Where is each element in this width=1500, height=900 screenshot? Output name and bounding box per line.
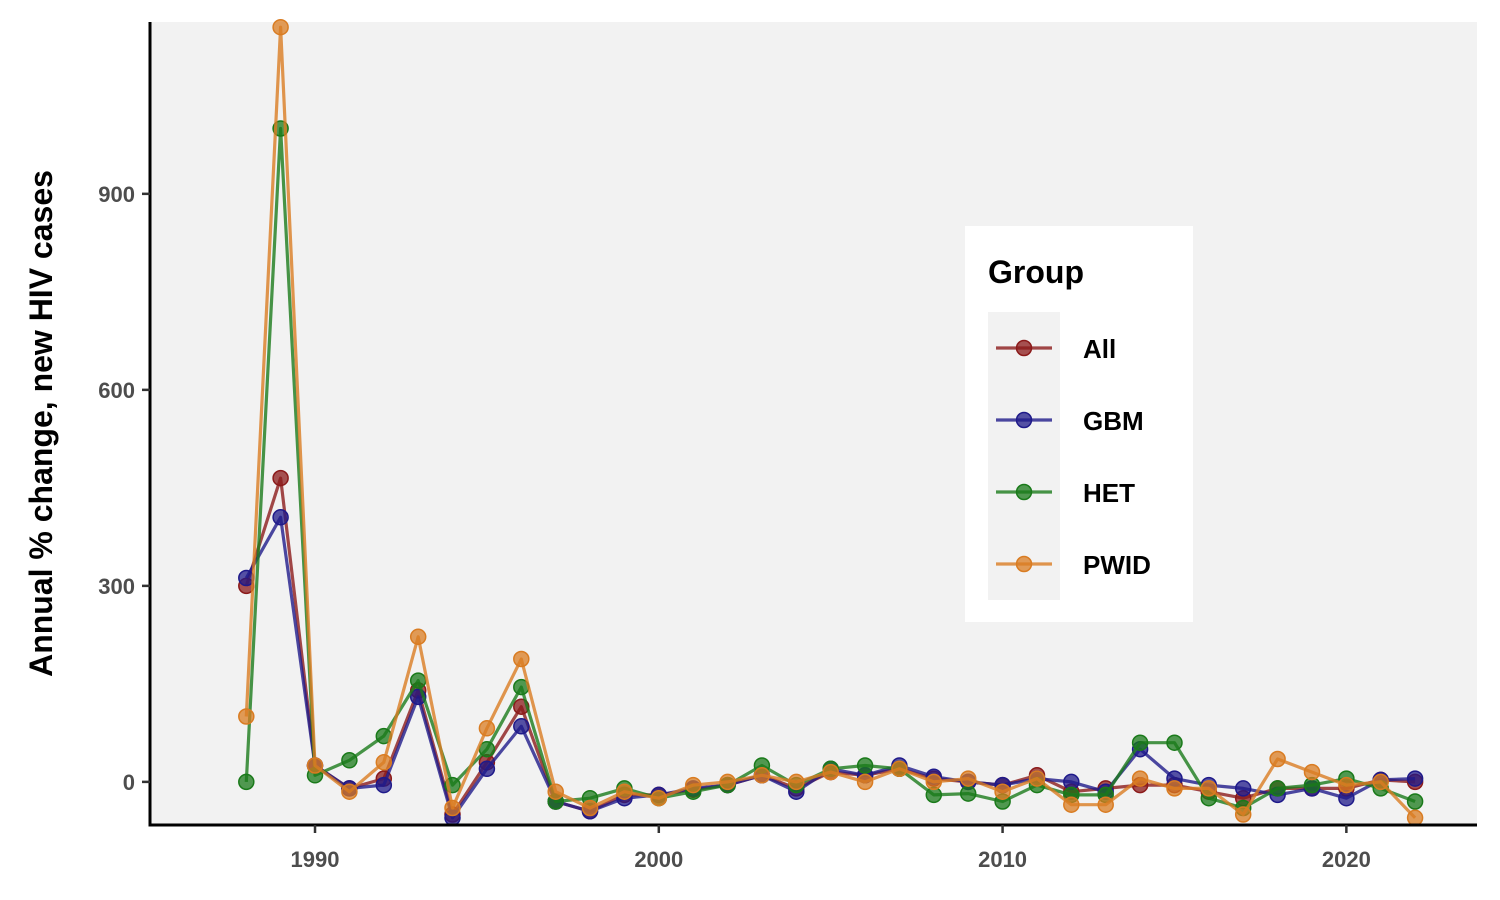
- data-point-pwid-2001: [684, 776, 702, 794]
- legend-label: PWID: [1083, 550, 1151, 580]
- data-point-pwid-2012: [1063, 796, 1080, 813]
- y-tick-label-0: 0: [123, 770, 135, 795]
- data-point-pwid-1998: [581, 799, 599, 817]
- data-point-pwid-2017: [1234, 806, 1252, 823]
- x-tick-label-2020: 2020: [1322, 847, 1371, 872]
- legend-label: HET: [1083, 478, 1135, 508]
- data-point-pwid-1995: [478, 720, 496, 737]
- data-point-pwid-2013: [1097, 796, 1114, 813]
- series-layer: [238, 18, 1424, 827]
- data-point-gbm-1992: [375, 776, 393, 794]
- data-point-pwid-2004: [788, 773, 805, 791]
- data-point-pwid-1994: [444, 799, 461, 817]
- data-point-pwid-1993: [409, 628, 427, 646]
- x-tick-label-1990: 1990: [291, 847, 340, 872]
- data-point-het-2014: [1131, 734, 1149, 751]
- data-point-pwid-2020: [1338, 776, 1355, 794]
- legend-label: All: [1083, 334, 1116, 364]
- data-point-pwid-2002: [719, 773, 736, 791]
- data-point-pwid-1991: [341, 783, 358, 800]
- data-point-het-2015: [1166, 734, 1183, 751]
- data-point-pwid-2014: [1131, 770, 1149, 787]
- legend-title: Group: [988, 254, 1084, 290]
- data-point-pwid-2021: [1372, 773, 1389, 791]
- data-point-pwid-2003: [753, 767, 771, 784]
- data-point-pwid-2010: [994, 783, 1011, 800]
- legend: Group All GBM HET PWID: [965, 226, 1193, 622]
- data-point-pwid-1996: [513, 650, 530, 668]
- series-pwid: [238, 18, 1424, 827]
- y-tick-label-900: 900: [98, 182, 135, 207]
- legend-key-background: [988, 312, 1060, 600]
- data-point-gbm-2017: [1234, 780, 1252, 797]
- data-point-pwid-2009: [959, 770, 977, 787]
- plot-panel: [150, 22, 1477, 825]
- data-point-het-2022: [1406, 793, 1424, 810]
- data-point-all-1989: [272, 469, 289, 487]
- data-point-pwid-2006: [856, 773, 874, 791]
- legend-item-het: HET: [996, 478, 1135, 508]
- data-point-het-2018: [1269, 780, 1286, 797]
- data-point-gbm-1995: [478, 760, 496, 778]
- data-point-pwid-2022: [1406, 809, 1424, 827]
- data-point-pwid-1988: [238, 708, 255, 725]
- data-point-pwid-2005: [822, 763, 839, 781]
- data-point-gbm-2022: [1406, 770, 1424, 787]
- data-point-het-1991: [341, 752, 358, 769]
- data-point-pwid-2018: [1269, 750, 1286, 768]
- x-tick-label-2000: 2000: [634, 847, 683, 872]
- data-point-pwid-2016: [1200, 780, 1218, 797]
- x-tick-label-2010: 2010: [978, 847, 1027, 872]
- data-point-pwid-2011: [1028, 770, 1046, 787]
- legend-marker: [1015, 339, 1033, 357]
- ticks-layer: 1990 2000 2010 2020 0 300 600 900: [98, 182, 1371, 872]
- legend-item-pwid: PWID: [996, 550, 1151, 580]
- legend-item-all: All: [996, 334, 1116, 364]
- data-point-pwid-2015: [1166, 780, 1183, 797]
- axes-layer: [148, 22, 1477, 827]
- legend-marker: [1015, 483, 1033, 501]
- data-point-pwid-1989: [272, 18, 289, 36]
- data-point-het-1988: [238, 773, 255, 791]
- data-point-het-2009: [959, 785, 977, 802]
- legend-item-gbm: GBM: [996, 406, 1144, 436]
- data-point-het-1993: [409, 672, 427, 689]
- data-point-pwid-2000: [650, 789, 668, 807]
- data-point-gbm-1989: [272, 509, 289, 526]
- legend-marker: [1015, 555, 1033, 573]
- y-tick-label-600: 600: [98, 378, 135, 403]
- data-point-pwid-2008: [925, 773, 943, 791]
- legend-marker: [1015, 411, 1033, 429]
- data-point-pwid-1997: [547, 783, 564, 800]
- data-point-gbm-1996: [513, 718, 530, 735]
- y-axis-title: Annual % change, new HIV cases: [23, 170, 59, 677]
- data-point-pwid-2007: [891, 760, 908, 778]
- legend-label: GBM: [1083, 406, 1144, 436]
- data-point-pwid-1990: [306, 757, 324, 774]
- y-tick-label-300: 300: [98, 574, 135, 599]
- data-point-pwid-1992: [375, 754, 393, 771]
- data-point-pwid-1999: [616, 783, 633, 800]
- data-point-het-2006: [856, 757, 874, 774]
- data-point-pwid-2019: [1303, 763, 1321, 781]
